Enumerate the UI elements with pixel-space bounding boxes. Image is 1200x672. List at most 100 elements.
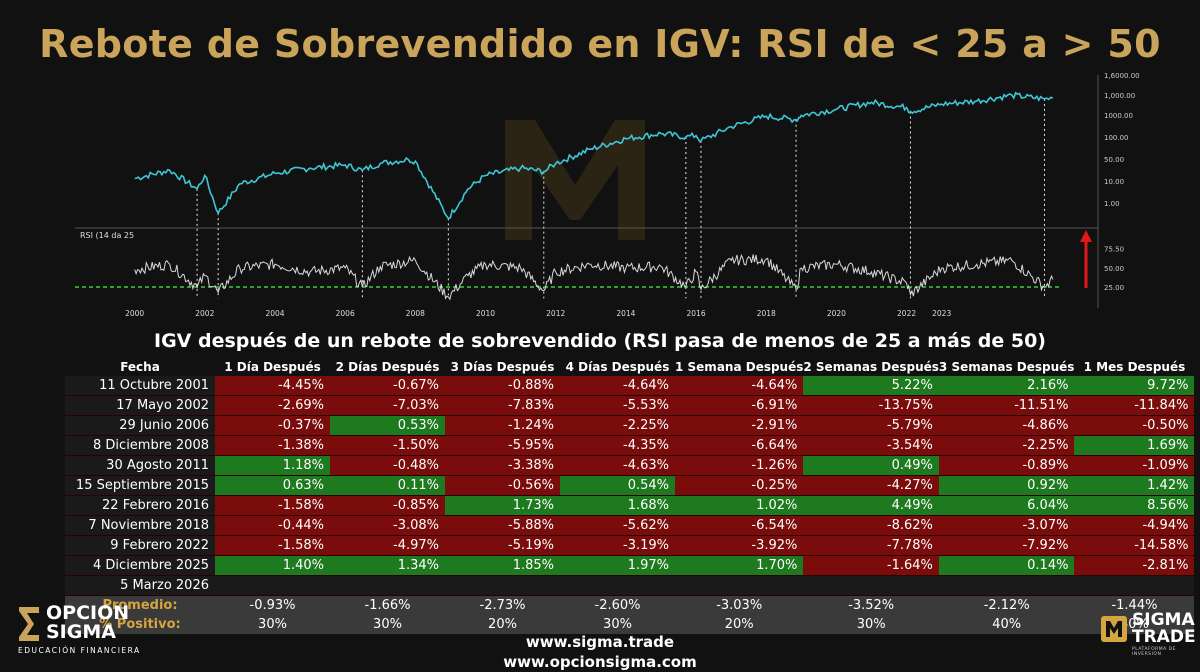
up-arrow-icon (1080, 230, 1092, 288)
return-cell: -0.25% (675, 475, 804, 496)
row-date: 4 Diciembre 2025 (65, 555, 215, 576)
summary-value: 20% (445, 615, 560, 634)
return-cell: -6.64% (675, 435, 804, 456)
return-cell: -1.26% (675, 455, 804, 476)
return-cell: -7.92% (938, 535, 1075, 556)
return-cell: -0.85% (330, 495, 445, 516)
table-row: 29 Junio 2006 -0.37% 0.53% -1.24% -2.25% -2.9… (65, 415, 1195, 436)
return-cell: -3.08% (330, 515, 445, 536)
return-cell: -4.45% (215, 376, 330, 396)
price-tick-label: 1000.00 (1104, 112, 1133, 120)
return-cell: -5.88% (445, 515, 560, 536)
price-tick-label: 1,000.00 (1104, 92, 1135, 100)
table-row: 9 Febrero 2022 -1.58% -4.97% -5.19% -3.19% -3… (65, 535, 1195, 556)
rsi-tick-label: 50.00 (1104, 265, 1124, 273)
x-tick-label: 2006 (336, 309, 355, 318)
return-cell: -4.64% (560, 376, 675, 396)
return-cell: 0.92% (938, 475, 1075, 496)
row-date: 15 Septiembre 2015 (65, 475, 215, 496)
row-date: 17 Mayo 2002 (65, 395, 215, 416)
return-cell: -0.89% (938, 455, 1075, 476)
return-cell: 0.53% (330, 415, 445, 436)
row-date: 30 Agosto 2011 (65, 455, 215, 476)
return-cell: -11.51% (938, 395, 1075, 416)
summary-value: -2.12% (938, 595, 1075, 615)
return-cell: 6.04% (938, 495, 1075, 516)
summary-label: Promedio: (65, 595, 215, 615)
summary-value: 30% (215, 615, 330, 634)
return-cell: 1.97% (560, 555, 675, 576)
price-tick-label: 100.00 (1104, 134, 1129, 142)
brand-line1: OPCION (46, 602, 130, 624)
rsi-panel-label: RSI (14 da 25 (80, 231, 134, 240)
return-cell: -1.09% (1074, 455, 1195, 476)
table-row: 8 Diciembre 2008 -1.38% -1.50% -5.95% -4.35%… (65, 435, 1195, 456)
url-block: www.sigma.trade www.opcionsigma.com (0, 632, 1200, 672)
table-title: IGV después de un rebote de sobrevendido… (154, 330, 1046, 352)
return-cell: -7.78% (803, 535, 939, 556)
column-header: 3 Semanas Después (938, 360, 1075, 374)
return-cell: 1.69% (1074, 435, 1195, 456)
rsi-tick-label: 25.00 (1104, 284, 1124, 292)
x-tick-label: 2002 (195, 309, 214, 318)
return-cell: 1.70% (675, 555, 804, 576)
x-tick-label: 2012 (546, 309, 565, 318)
chart-title: Rebote de Sobrevendido en IGV: RSI de < … (39, 22, 1161, 66)
column-header: 3 Días Después (450, 360, 555, 374)
return-cell: -6.91% (675, 395, 804, 416)
summary-value: 20% (675, 615, 804, 634)
return-cell: -0.37% (215, 415, 330, 436)
return-cell: 0.14% (938, 555, 1075, 576)
return-cell: -2.69% (215, 395, 330, 416)
return-cell: -4.97% (330, 535, 445, 556)
return-cell: 1.42% (1074, 475, 1195, 496)
table-row: 30 Agosto 2011 1.18% -0.48% -3.38% -4.63% -1.… (65, 455, 1195, 476)
url-sigma-trade[interactable]: www.sigma.trade (525, 633, 675, 651)
x-tick-label: 2004 (265, 309, 284, 318)
return-cell (215, 575, 330, 596)
sigma-trade-subtitle: PLATAFORMA DE INVERSIÓN (1132, 647, 1176, 657)
x-tick-label: 2022 (897, 309, 916, 318)
return-cell (330, 575, 445, 596)
opcion-sigma-logo: OPCION SIGMA EDUCACIÓN FINANCIERA (18, 602, 141, 656)
summary-row: Promedio: -0.93% -1.66% -2.73% -2.60% -3.03% -… (65, 595, 1195, 615)
sigma-trade-logo: SIGMA TRADE PLATAFORMA DE INVERSIÓN (1100, 612, 1200, 657)
return-cell: 1.68% (560, 495, 675, 516)
summary-value: -3.52% (803, 595, 939, 615)
return-cell: -5.95% (445, 435, 560, 456)
return-cell: 1.02% (675, 495, 804, 516)
return-cell: 1.73% (445, 495, 560, 516)
return-cell: -4.94% (1074, 515, 1195, 536)
return-cell: -13.75% (803, 395, 939, 416)
x-tick-label: 2014 (616, 309, 635, 318)
return-cell: -4.35% (560, 435, 675, 456)
column-header-fecha: Fecha (120, 360, 160, 374)
return-cell: 0.63% (215, 475, 330, 496)
url-opcion-sigma[interactable]: www.opcionsigma.com (503, 653, 697, 671)
return-cell: -2.91% (675, 415, 804, 436)
return-cell: -1.58% (215, 535, 330, 556)
return-cell: -3.54% (803, 435, 939, 456)
row-date: 11 Octubre 2001 (65, 376, 215, 396)
return-cell: -1.38% (215, 435, 330, 456)
row-date: 7 Noviembre 2018 (65, 515, 215, 536)
return-cell: -2.25% (560, 415, 675, 436)
table-row: 22 Febrero 2016 -1.58% -0.85% 1.73% 1.68% 1.0… (65, 495, 1195, 516)
row-date: 29 Junio 2006 (65, 415, 215, 436)
return-cell: -4.86% (938, 415, 1075, 436)
x-tick-label: 2000 (125, 309, 144, 318)
price-tick-label: 1.00 (1104, 200, 1120, 208)
column-header: 1 Día Después (224, 360, 321, 374)
return-cell: -0.48% (330, 455, 445, 476)
return-cell (445, 575, 560, 596)
return-cell: -1.58% (215, 495, 330, 516)
return-cell: 0.49% (803, 455, 939, 476)
return-cell: -5.79% (803, 415, 939, 436)
return-cell: 0.11% (330, 475, 445, 496)
return-cell: -11.84% (1074, 395, 1195, 416)
x-tick-label: 2018 (757, 309, 776, 318)
return-cell: -2.25% (938, 435, 1075, 456)
chart-area: RSI (14 da 25 1,6000.00 1,000.00 1000.00 10… (75, 72, 1140, 318)
return-cell: -8.62% (803, 515, 939, 536)
return-cell (938, 575, 1075, 596)
